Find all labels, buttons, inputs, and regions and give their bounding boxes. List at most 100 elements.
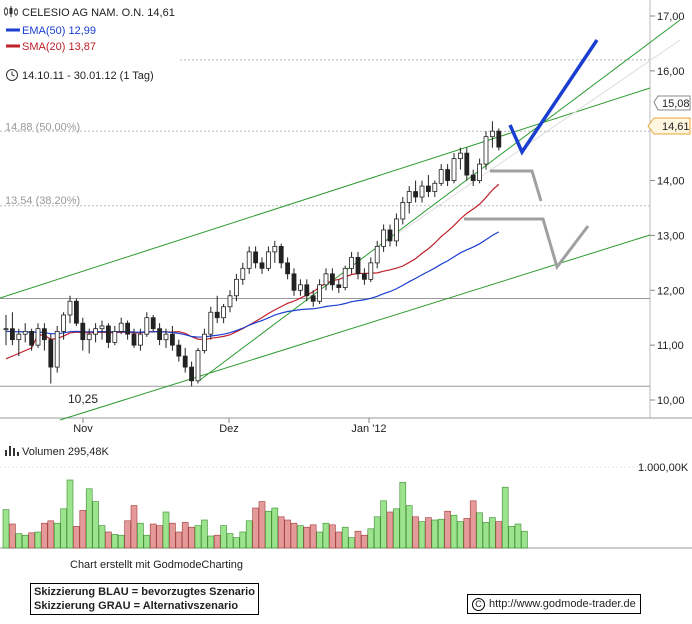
y-tick-label: 12,00 — [657, 285, 685, 297]
credit-url[interactable]: http://www.godmode-trader.de — [489, 598, 636, 610]
y-tick-label: 14,00 — [657, 176, 685, 188]
candle-body — [144, 317, 150, 335]
candle-body — [310, 295, 316, 302]
candle-body — [246, 251, 252, 269]
candle-body — [67, 300, 73, 316]
volume-bar — [41, 522, 48, 549]
volume-bar — [290, 522, 298, 549]
volume-bar — [514, 523, 522, 549]
volume-bar — [143, 534, 151, 549]
volume-bar — [322, 522, 330, 549]
volume-bar — [341, 526, 349, 549]
candle-body — [137, 333, 143, 346]
x-tick-label: Dez — [219, 423, 239, 435]
volume-bar — [329, 524, 336, 549]
x-tick-label: Nov — [73, 423, 93, 435]
volume-bar — [444, 510, 451, 549]
volume-bar — [258, 501, 266, 549]
candle-body — [176, 344, 182, 357]
grey-scenario-sketch-upper — [490, 169, 543, 202]
candle-body — [99, 325, 105, 330]
volume-bar — [92, 501, 99, 549]
candle-body — [74, 300, 79, 324]
price-panel: 17,0016,0015,0014,0013,0012,0011,0010,00… — [0, 0, 692, 435]
candle-body — [406, 191, 412, 203]
candle-body — [208, 311, 214, 335]
candle-body — [227, 295, 233, 308]
candle-body — [496, 130, 502, 148]
volume-bar — [226, 533, 234, 549]
last-high-price-tag: 15,08 — [653, 95, 691, 111]
candle-body — [413, 191, 419, 198]
candle-body — [61, 314, 66, 332]
chart-header: CELESIO AG NAM. O.N. 14,61 EMA(50) 12,99… — [4, 6, 175, 82]
candle-body — [48, 339, 54, 368]
candle-body — [42, 328, 47, 341]
candle-body — [342, 267, 348, 288]
candle-body — [131, 333, 137, 346]
candle-body — [368, 262, 374, 280]
y-tick-label: 11,00 — [657, 340, 684, 352]
volume-bar — [373, 516, 381, 549]
volume-bar — [457, 521, 464, 549]
volume-bar — [201, 519, 208, 549]
candle-body — [265, 251, 271, 269]
time-axis: Nov Dez Jan '12 — [73, 418, 387, 435]
candle-body — [86, 333, 92, 341]
volume-bar — [265, 510, 272, 549]
upper-channel-line — [0, 87, 651, 299]
volume-bar — [386, 511, 394, 549]
volume-bar — [21, 534, 29, 549]
clock-icon — [6, 69, 18, 81]
volume-bar — [220, 525, 227, 549]
volume-bar — [73, 526, 80, 549]
volume-bar — [412, 516, 419, 549]
volume-bar — [380, 500, 387, 549]
volume-bar — [393, 508, 400, 549]
volume-bar — [309, 524, 317, 549]
candle-body — [470, 174, 476, 181]
candle-body — [393, 218, 399, 242]
volume-bar — [354, 530, 362, 549]
volume-bar — [335, 531, 343, 549]
steep-uptrend-line — [199, 19, 681, 381]
y-tick-label: 16,00 — [657, 66, 685, 78]
period-label: 14.10.11 - 30.01.12 (1 Tag) — [22, 70, 154, 82]
volume-bar — [482, 522, 490, 549]
volume-bar — [149, 523, 157, 549]
candle-body — [349, 256, 355, 269]
scenario-legend: Skizzierung BLAU = bevorzugtes Szenario … — [30, 583, 259, 615]
volume-bar — [137, 522, 144, 549]
candle-body — [16, 333, 22, 341]
price-tag-14-61: 14,61 — [662, 121, 690, 133]
volume-bar — [252, 507, 259, 549]
volume-axis-label: 1.000,00K — [638, 462, 689, 474]
fib-level-label: 13,54 (38.20%) — [5, 195, 80, 207]
candle-body — [195, 350, 201, 382]
volume-bar — [47, 520, 55, 549]
volume-bar — [297, 525, 304, 549]
candle-body — [400, 202, 406, 220]
volume-bar — [277, 516, 285, 549]
candle-body — [278, 245, 284, 264]
candle-body — [451, 158, 457, 181]
volume-bar — [303, 526, 311, 549]
copyright-icon: C — [472, 598, 485, 611]
volume-bar — [271, 507, 279, 549]
volume-bar — [66, 479, 74, 549]
volume-bar — [463, 518, 471, 549]
last-close-price-tag: 14,61 — [647, 117, 691, 135]
volume-bar — [105, 531, 112, 549]
candle-body — [22, 331, 28, 335]
candle-body — [323, 273, 329, 286]
volume-bar — [469, 500, 477, 549]
candle-body — [329, 273, 335, 286]
volume-bar — [9, 523, 16, 549]
candle-body — [483, 136, 489, 165]
volume-bar — [476, 512, 483, 549]
volume-bar — [194, 525, 202, 549]
volume-bar — [188, 526, 195, 549]
volume-bar — [361, 534, 368, 549]
volume-bar — [175, 531, 183, 549]
